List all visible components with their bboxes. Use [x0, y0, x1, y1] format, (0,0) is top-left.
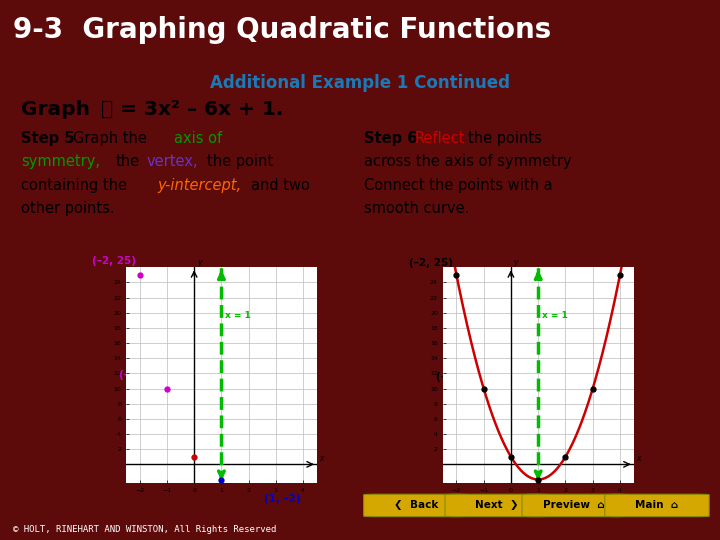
FancyBboxPatch shape: [445, 494, 549, 517]
Text: Main  ⌂: Main ⌂: [636, 500, 678, 510]
Text: (0, 1): (0, 1): [159, 438, 191, 448]
Text: (1, –2): (1, –2): [580, 495, 617, 504]
Text: symmetry,: symmetry,: [22, 154, 100, 170]
Text: x: x: [636, 454, 641, 463]
Text: the: the: [115, 154, 140, 170]
Text: y-intercept,: y-intercept,: [158, 178, 242, 193]
Text: (0, 1): (0, 1): [476, 440, 508, 450]
Text: Reflect: Reflect: [415, 131, 465, 146]
Text: (–2, 25): (–2, 25): [92, 256, 136, 266]
Text: y: y: [513, 258, 518, 267]
Text: (–1, 10): (–1, 10): [120, 370, 163, 380]
Text: (–1, 10): (–1, 10): [436, 372, 480, 382]
Text: (–2, 25): (–2, 25): [409, 259, 453, 268]
FancyBboxPatch shape: [364, 494, 468, 517]
Text: Preview  ⌂: Preview ⌂: [544, 500, 605, 510]
Text: ❮  Back: ❮ Back: [394, 500, 438, 510]
Text: Connect the points with a: Connect the points with a: [364, 178, 552, 193]
Text: Graph  ｙ = 3x² – 6x + 1.: Graph ｙ = 3x² – 6x + 1.: [22, 99, 284, 119]
Text: and two: and two: [251, 178, 310, 193]
Text: the points: the points: [468, 131, 542, 146]
Text: Next  ❯: Next ❯: [475, 500, 519, 510]
Text: Step 5: Step 5: [22, 131, 75, 146]
Text: (1, –2): (1, –2): [264, 495, 300, 504]
Text: containing the: containing the: [22, 178, 127, 193]
Text: Graph the: Graph the: [73, 131, 147, 146]
Text: © HOLT, RINEHART AND WINSTON, All Rights Reserved: © HOLT, RINEHART AND WINSTON, All Rights…: [13, 525, 276, 534]
FancyBboxPatch shape: [605, 494, 709, 517]
Text: Additional Example 1 Continued: Additional Example 1 Continued: [210, 74, 510, 92]
Text: Step 6: Step 6: [364, 131, 417, 146]
Text: the point: the point: [207, 154, 273, 170]
Text: x = 1: x = 1: [542, 310, 568, 320]
Text: across the axis of symmetry: across the axis of symmetry: [364, 154, 571, 170]
FancyBboxPatch shape: [522, 494, 626, 517]
Text: 9-3  Graphing Quadratic Functions: 9-3 Graphing Quadratic Functions: [13, 16, 552, 44]
Text: smooth curve.: smooth curve.: [364, 201, 469, 217]
Text: y: y: [197, 258, 202, 267]
Text: other points.: other points.: [22, 201, 115, 217]
Text: x: x: [320, 454, 324, 463]
Text: x = 1: x = 1: [225, 310, 251, 320]
Text: vertex,: vertex,: [146, 154, 198, 170]
Text: axis of: axis of: [174, 131, 222, 146]
